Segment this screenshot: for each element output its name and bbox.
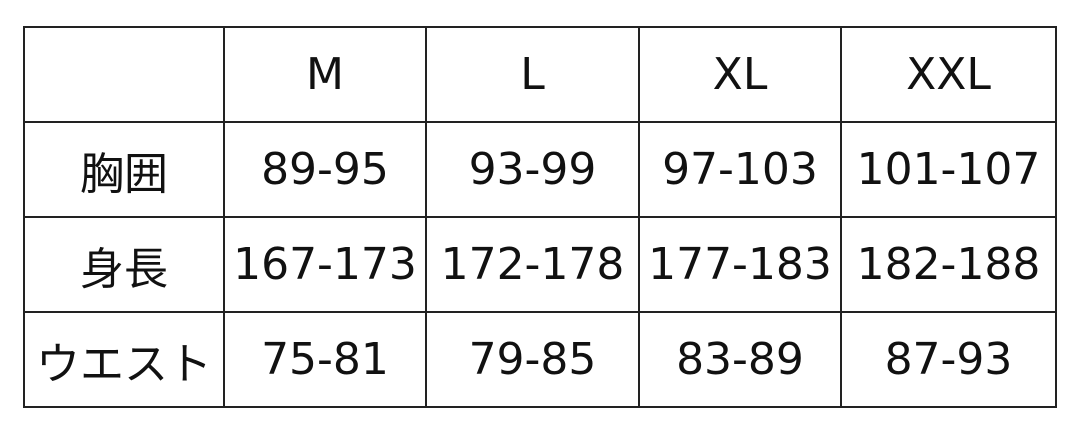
column-header-xxl: XXL [840,26,1057,123]
column-header-l: L [425,26,640,123]
row-label-height: 身長 [23,216,225,313]
table-row-height: 身長 167-173 172-178 177-183 182-188 [23,216,1057,313]
cell-waist-m: 75-81 [223,311,427,408]
cell-height-xl: 177-183 [638,216,842,313]
row-label-waist: ウエスト [23,311,225,408]
cell-height-xxl: 182-188 [840,216,1057,313]
size-chart-table: M L XL XXL 胸囲 89-95 93-99 97-103 101-107… [23,26,1057,408]
cell-height-m: 167-173 [223,216,427,313]
header-row: M L XL XXL [23,26,1057,123]
cell-chest-l: 93-99 [425,121,640,218]
cell-waist-xl: 83-89 [638,311,842,408]
column-header-m: M [223,26,427,123]
corner-cell [23,26,225,123]
cell-height-l: 172-178 [425,216,640,313]
table-row-chest: 胸囲 89-95 93-99 97-103 101-107 [23,121,1057,218]
column-header-xl: XL [638,26,842,123]
table-row-waist: ウエスト 75-81 79-85 83-89 87-93 [23,311,1057,408]
cell-chest-m: 89-95 [223,121,427,218]
row-label-chest: 胸囲 [23,121,225,218]
cell-waist-l: 79-85 [425,311,640,408]
cell-waist-xxl: 87-93 [840,311,1057,408]
cell-chest-xxl: 101-107 [840,121,1057,218]
cell-chest-xl: 97-103 [638,121,842,218]
